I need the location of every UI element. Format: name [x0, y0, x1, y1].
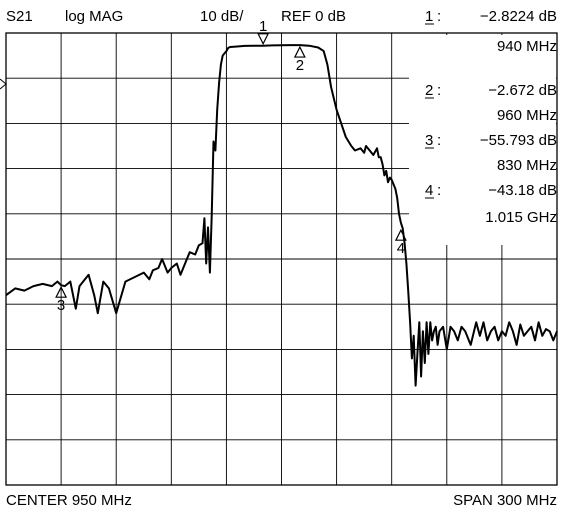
- marker-4-number: 4: [425, 182, 433, 199]
- format-label: log MAG: [65, 8, 123, 25]
- marker-2-freq: 960 MHz: [497, 107, 557, 124]
- center-frequency-label: CENTER 950 MHz: [6, 492, 132, 509]
- marker-4-triangle-icon: [394, 228, 407, 241]
- marker-1-trace-label: 1: [259, 18, 267, 35]
- marker-2-triangle-icon: [293, 45, 306, 58]
- scale-label: 10 dB/: [200, 8, 244, 25]
- marker-3-colon: :: [437, 132, 441, 149]
- marker-2-trace-label: 2: [296, 57, 304, 74]
- param-label: S21: [6, 8, 33, 25]
- marker-3-freq: 830 MHz: [497, 157, 557, 174]
- marker-4-trace-label: 4: [397, 240, 405, 257]
- span-label: SPAN 300 MHz: [453, 492, 557, 509]
- ref-label: REF 0 dB: [281, 8, 346, 25]
- marker-1-freq: 940 MHz: [497, 38, 557, 55]
- trace-s21: [5, 44, 558, 387]
- marker-4-value: −43.18 dB: [488, 182, 557, 199]
- marker-3-number: 3: [425, 132, 433, 149]
- marker-3-value: −55.793 dB: [480, 132, 557, 149]
- marker-readout-panel: 1 : −2.8224 dB 940 MHz 2 : −2.672 dB 960…: [409, 8, 557, 245]
- marker-2-number: 2: [425, 82, 433, 99]
- marker-3-trace-label: 3: [57, 297, 65, 314]
- trace-markers: 1 2 3 4: [55, 18, 407, 314]
- marker-2-value: −2.672 dB: [488, 82, 557, 99]
- reference-position-icon: [0, 78, 7, 90]
- marker-4-colon: :: [437, 182, 441, 199]
- readout-background: [409, 35, 556, 245]
- marker-1-value: −2.8224 dB: [480, 8, 557, 25]
- marker-1-colon: :: [437, 8, 441, 25]
- marker-1-triangle-icon: [257, 33, 270, 46]
- marker-3-triangle-icon: [55, 285, 68, 298]
- marker-4-freq: 1.015 GHz: [485, 209, 557, 226]
- marker-2-colon: :: [437, 82, 441, 99]
- marker-1-number: 1: [425, 8, 433, 25]
